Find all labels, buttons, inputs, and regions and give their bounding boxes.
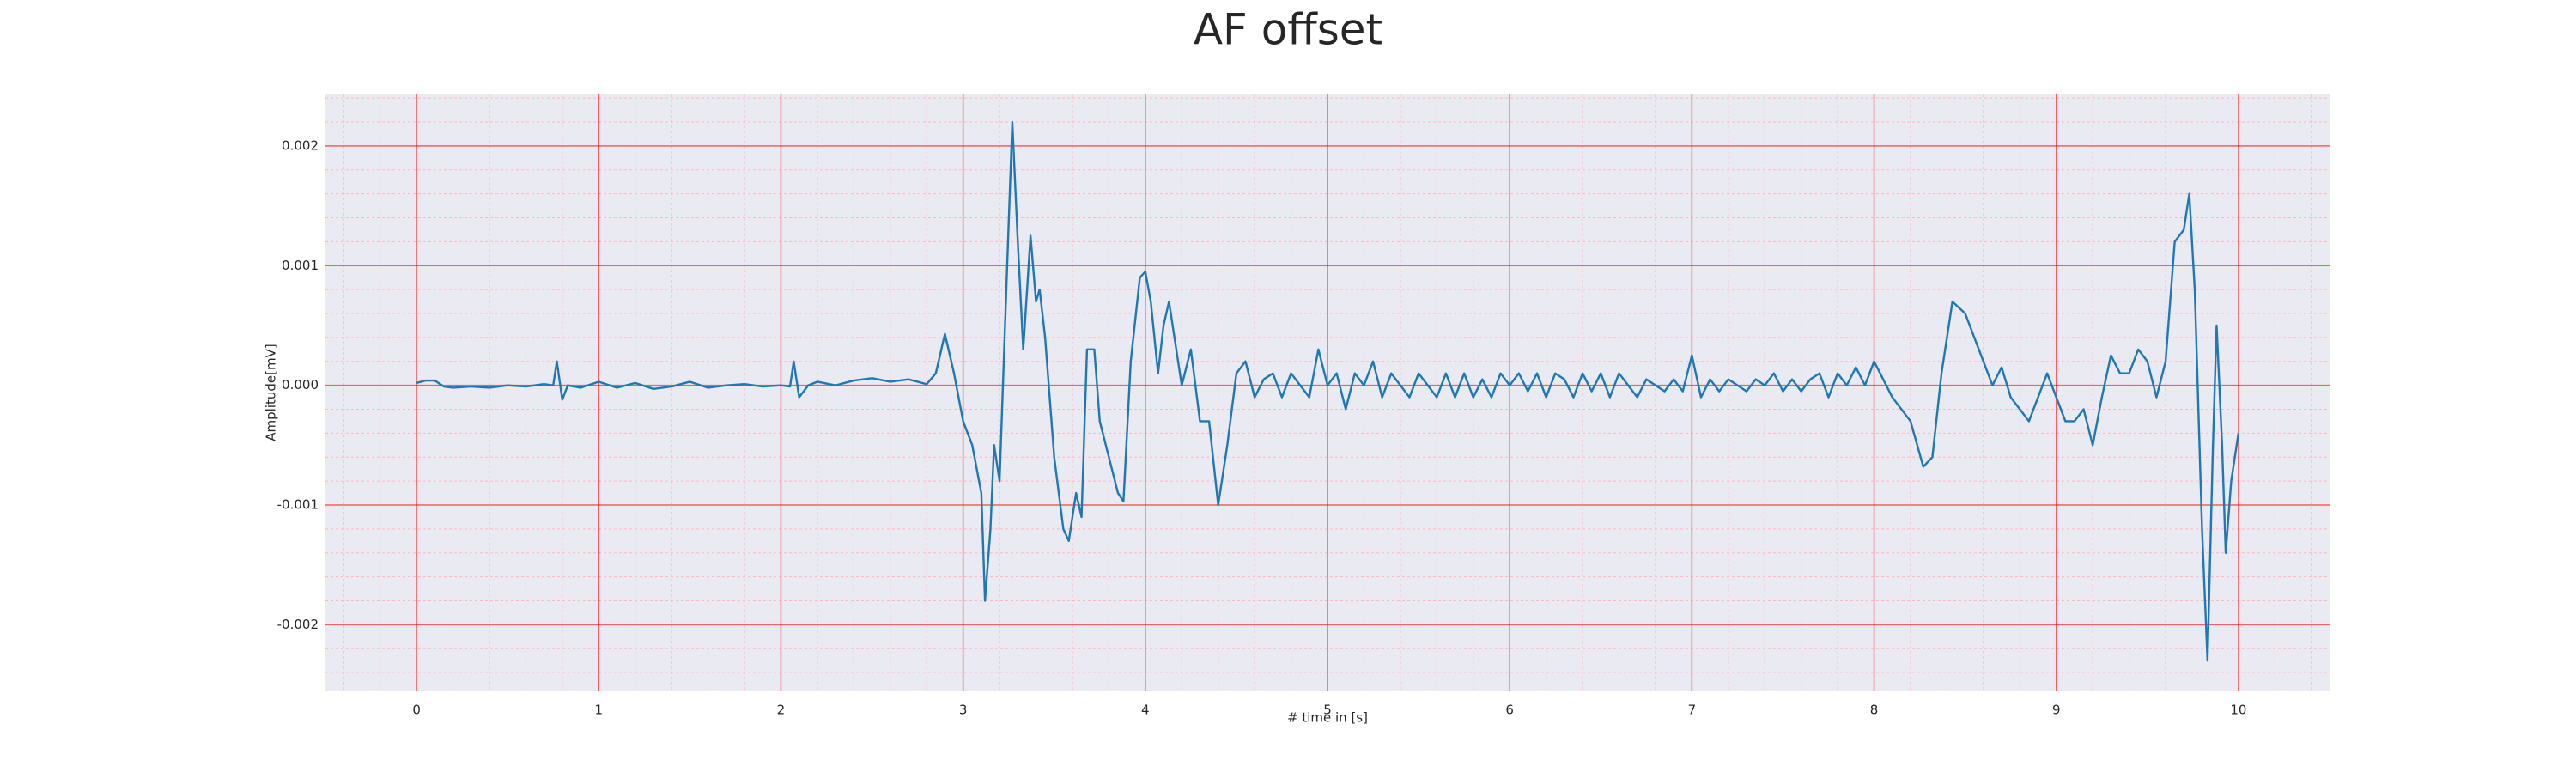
line-series <box>416 120 2240 662</box>
x-tick-label: 4 <box>1141 703 1150 718</box>
x-tick-label: 6 <box>1505 703 1514 718</box>
y-tick-label: -0.001 <box>277 496 319 512</box>
y-tick-label: 0.001 <box>282 258 319 273</box>
y-tick-label: -0.002 <box>277 617 319 632</box>
x-tick-label: 10 <box>2230 703 2246 718</box>
x-tick-label: 1 <box>594 703 603 718</box>
y-tick-label: 0.000 <box>282 377 319 393</box>
x-tick-label: 9 <box>2052 703 2061 718</box>
x-tick-label: 5 <box>1323 703 1332 718</box>
x-tick-label: 2 <box>777 703 786 718</box>
x-tick-label: 8 <box>1870 703 1879 718</box>
x-tick-label: 7 <box>1688 703 1697 718</box>
x-tick-label: 3 <box>959 703 968 718</box>
y-tick-label: 0.002 <box>282 137 319 153</box>
x-axis-label: # time in [s] <box>1287 710 1368 726</box>
y-axis-label: Amplitude[mV] <box>264 344 279 441</box>
x-tick-label: 0 <box>412 703 421 718</box>
chart-title: AF offset <box>1194 5 1382 55</box>
